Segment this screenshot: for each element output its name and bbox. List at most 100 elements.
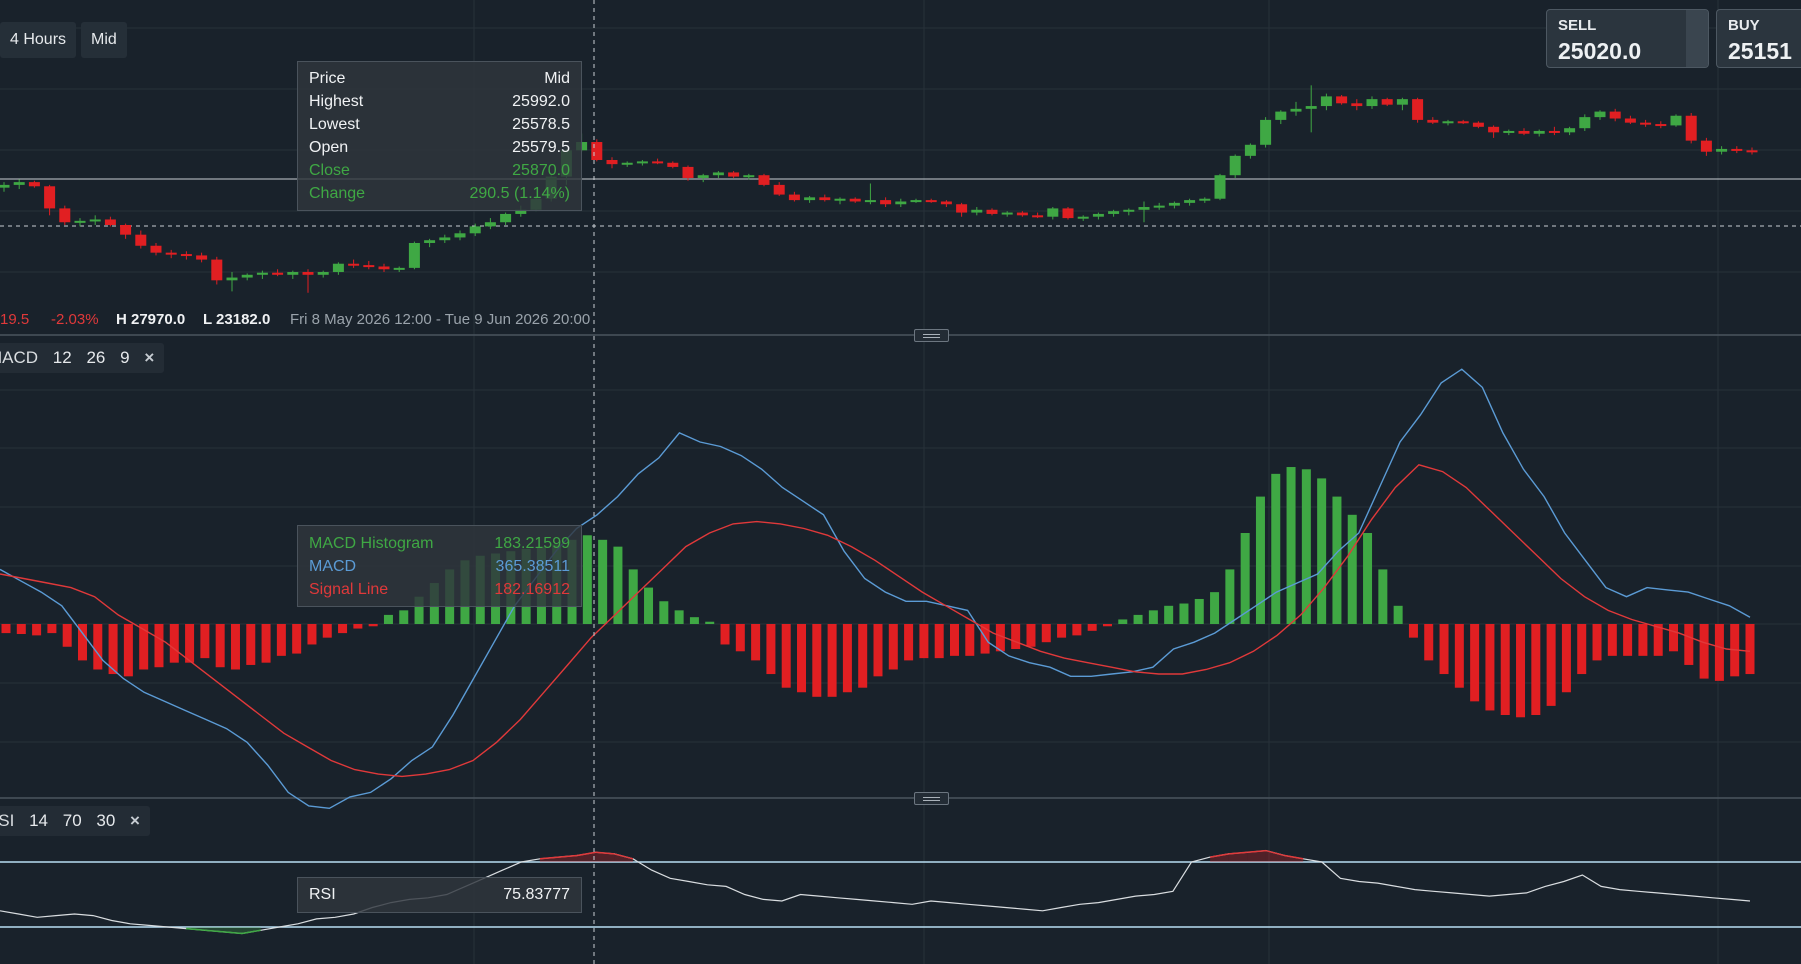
candle-up: [1533, 130, 1545, 134]
histogram-bar-negative: [322, 624, 332, 638]
price-tooltip-label: Close: [309, 162, 350, 179]
histogram-bar-positive: [1240, 533, 1250, 624]
rsi-period: 14: [29, 811, 48, 830]
candle-up: [241, 274, 253, 278]
candle-up: [1442, 121, 1454, 124]
price-tooltip-row-lowest: Lowest 25578.5: [309, 114, 570, 136]
buy-price: 25151: [1728, 38, 1792, 64]
histogram-bar-negative: [1653, 624, 1663, 656]
rsi-overbought-segment: [1247, 849, 1267, 853]
histogram-bar-negative: [980, 624, 990, 654]
histogram-bar-positive: [1286, 467, 1296, 624]
histogram-bar-positive: [1179, 603, 1189, 624]
histogram-bar-negative: [1638, 624, 1648, 656]
sell-button-side: [1686, 10, 1708, 67]
candle-down: [363, 265, 375, 268]
close-icon[interactable]: ×: [130, 811, 140, 830]
rsi-overbought-area: [1228, 852, 1248, 862]
candle-down: [591, 142, 603, 160]
histogram-bar-negative: [720, 624, 730, 645]
histogram-bar-positive: [1148, 610, 1158, 624]
histogram-bar-negative: [1, 624, 11, 634]
rsi-overbought-segment: [614, 853, 634, 860]
candle-up: [1047, 208, 1059, 217]
candle-up: [1579, 117, 1591, 129]
candle-down: [667, 162, 679, 167]
histogram-bar-positive: [644, 587, 654, 624]
candle-up: [408, 242, 420, 268]
candle-down: [272, 272, 284, 275]
histogram-bar-negative: [1623, 624, 1633, 656]
buy-button[interactable]: BUY 25151: [1716, 9, 1801, 68]
rsi-overbought-segment: [1265, 849, 1285, 857]
histogram-bar-negative: [827, 624, 837, 697]
sell-label: SELL: [1558, 17, 1597, 34]
macd-tooltip-value: 365.38511: [495, 558, 570, 575]
candle-up: [1305, 106, 1317, 109]
candle-down: [1062, 208, 1074, 219]
price-tooltip-label: Change: [309, 185, 366, 202]
candle-up: [1092, 213, 1104, 217]
rsi-pane[interactable]: [0, 849, 1801, 935]
histogram-bar-negative: [934, 624, 944, 659]
histogram-bar-negative: [1087, 624, 1097, 631]
candle-down: [302, 272, 314, 275]
histogram-bar-positive: [1225, 569, 1235, 624]
candle-down: [28, 182, 40, 187]
histogram-bar-positive: [1363, 533, 1373, 624]
candle-down: [788, 194, 800, 201]
candle-up: [226, 277, 238, 281]
price-type-selector[interactable]: Mid: [81, 22, 127, 58]
rsi-overbought-area: [595, 852, 615, 862]
candle-up: [712, 172, 724, 176]
sell-button[interactable]: SELL 25020.0: [1546, 9, 1709, 68]
macd-tooltip-value: 182.16912: [494, 581, 570, 598]
candle-up: [1214, 175, 1226, 199]
histogram-bar-negative: [93, 624, 103, 670]
histogram-bar-negative: [1485, 624, 1495, 711]
candle-down: [652, 161, 664, 164]
rsi-overbought-segment: [1228, 851, 1248, 855]
price-pane[interactable]: [0, 85, 1801, 293]
candle-up: [1244, 144, 1256, 156]
histogram-bar-negative: [215, 624, 225, 668]
macd-indicator-label[interactable]: MACD 12 26 9 ×: [0, 343, 165, 373]
close-icon[interactable]: ×: [144, 348, 155, 367]
histogram-bar-negative: [1577, 624, 1587, 675]
candle-up: [500, 213, 512, 223]
histogram-bar-negative: [1454, 624, 1464, 688]
histogram-bar-negative: [1669, 624, 1679, 652]
candle-up: [1366, 99, 1378, 107]
candle-down: [348, 263, 360, 266]
candle-up: [1138, 207, 1150, 210]
timeframe-selector[interactable]: 4 Hours: [0, 22, 77, 58]
candle-up: [1320, 96, 1332, 107]
candle-down: [925, 200, 937, 203]
price-tooltip-value: 290.5 (1.14%): [469, 185, 570, 202]
candle-up: [1168, 202, 1180, 206]
candle-up: [1077, 216, 1089, 219]
rsi-indicator-label[interactable]: RSI 14 70 30 ×: [0, 806, 150, 836]
candle-up: [910, 200, 922, 203]
rsi-overbought-segment: [1284, 854, 1304, 860]
macd-tooltip-value: 183.21599: [494, 535, 570, 552]
histogram-bar-positive: [689, 617, 699, 624]
pane-resize-handle-macd[interactable]: [914, 329, 949, 342]
histogram-bar-positive: [674, 610, 684, 624]
candle-down: [1548, 130, 1560, 133]
histogram-bar-positive: [613, 546, 623, 624]
histogram-bar-negative: [812, 624, 822, 697]
candle-down: [773, 184, 785, 195]
candle-up: [424, 240, 436, 243]
rsi-tooltip-label: RSI: [309, 886, 336, 903]
candle-down: [1685, 115, 1697, 141]
candle-up: [1184, 200, 1196, 203]
candle-up: [13, 182, 25, 185]
macd-signal: 9: [120, 348, 130, 367]
candle-down: [1381, 99, 1393, 105]
candle-down: [1032, 215, 1044, 218]
candle-down: [211, 259, 223, 281]
histogram-bar-negative: [873, 624, 883, 677]
pane-resize-handle-rsi[interactable]: [914, 792, 949, 805]
